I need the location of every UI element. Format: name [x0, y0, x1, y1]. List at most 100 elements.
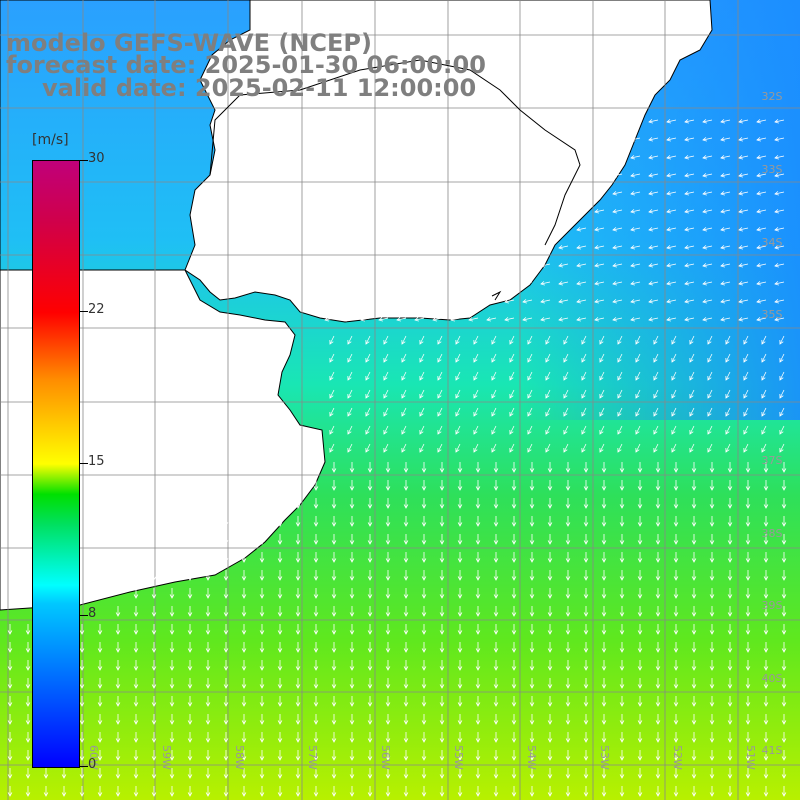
colorbar-tick-label: 30 — [88, 151, 105, 166]
wind-arrow — [727, 660, 733, 671]
wind-arrow — [97, 786, 103, 797]
wind-arrow — [583, 660, 589, 671]
wind-arrow — [707, 443, 713, 453]
wind-arrow — [691, 714, 697, 725]
coastline-rivers — [209, 59, 581, 301]
wind-arrow — [97, 624, 103, 635]
wind-arrow — [576, 155, 587, 160]
wind-arrow — [565, 552, 571, 563]
wind-arrow — [558, 227, 569, 232]
wind-arrow — [115, 660, 121, 671]
wind-arrow — [385, 498, 391, 509]
wind-arrow — [295, 660, 301, 671]
wind-arrow — [619, 534, 625, 545]
wind-arrow — [367, 462, 373, 473]
wind-arrow — [133, 750, 139, 761]
wind-arrow — [403, 606, 409, 617]
wind-arrow — [779, 425, 785, 435]
wind-arrow — [419, 407, 425, 417]
wind-arrow — [691, 534, 697, 545]
wind-arrow — [763, 714, 769, 725]
land-mass-south — [0, 0, 326, 611]
wind-arrow — [349, 552, 355, 563]
wind-arrow — [702, 281, 713, 286]
wind-arrow — [403, 516, 409, 527]
wind-arrow — [421, 624, 427, 635]
wind-arrow — [529, 516, 535, 527]
wind-arrow — [493, 570, 499, 581]
wind-arrow — [617, 353, 623, 363]
wind-arrow — [439, 750, 445, 761]
wind-arrow — [529, 570, 535, 581]
wind-arrow — [385, 732, 391, 743]
wind-arrow — [241, 516, 247, 527]
wind-arrow — [187, 714, 193, 725]
wind-arrow — [223, 750, 229, 761]
wind-arrow — [439, 624, 445, 635]
wind-arrow — [637, 696, 643, 707]
wind-arrow — [475, 534, 481, 545]
wind-arrow — [612, 209, 623, 214]
wind-arrow — [619, 552, 625, 563]
wind-arrow — [648, 281, 659, 286]
wind-arrow — [439, 552, 445, 563]
wind-arrow — [655, 696, 661, 707]
wind-arrow — [439, 516, 445, 527]
wind-arrow — [648, 119, 659, 124]
wind-arrow — [781, 624, 787, 635]
wind-arrow — [653, 407, 659, 417]
wind-arrow — [509, 389, 515, 399]
wind-arrow — [223, 678, 229, 689]
wind-arrow — [547, 768, 553, 779]
wind-arrow — [511, 768, 517, 779]
wind-arrow — [727, 498, 733, 509]
wind-arrow — [547, 552, 553, 563]
wind-arrow — [331, 660, 337, 671]
wind-arrow — [223, 624, 229, 635]
latitude-label: 33S — [762, 163, 783, 176]
wind-arrow — [511, 786, 517, 797]
wind-arrow — [475, 570, 481, 581]
wind-arrow — [630, 209, 641, 214]
wind-arrow — [295, 480, 301, 491]
wind-arrow — [367, 498, 373, 509]
wind-arrow — [781, 642, 787, 653]
wind-arrow — [583, 462, 589, 473]
wind-arrow — [133, 678, 139, 689]
wind-arrow — [720, 209, 731, 214]
longitude-label: 60W — [87, 745, 100, 770]
wind-arrow — [779, 443, 785, 453]
wind-arrow — [223, 552, 229, 563]
wind-arrow — [277, 642, 283, 653]
wind-arrow — [594, 299, 605, 304]
wind-arrow — [403, 696, 409, 707]
wind-arrow — [637, 714, 643, 725]
wind-arrow — [684, 299, 695, 304]
wind-arrow — [727, 642, 733, 653]
wind-arrow — [277, 732, 283, 743]
wind-arrow — [529, 606, 535, 617]
wind-arrow — [583, 642, 589, 653]
wind-arrow — [493, 678, 499, 689]
wind-arrow — [707, 425, 713, 435]
wind-arrow — [205, 624, 211, 635]
wind-arrow — [493, 552, 499, 563]
wind-arrow — [259, 606, 265, 617]
wind-arrow — [594, 191, 605, 196]
wind-arrow — [527, 443, 533, 453]
wind-arrow — [396, 317, 407, 322]
wind-arrow — [702, 209, 713, 214]
wind-arrow — [666, 137, 677, 142]
wind-arrow — [709, 714, 715, 725]
latitude-label: 35S — [762, 308, 783, 321]
wind-arrow — [689, 389, 695, 399]
wind-arrow — [223, 714, 229, 725]
wind-arrow — [115, 642, 121, 653]
wind-arrow — [617, 371, 623, 381]
wind-arrow — [223, 534, 229, 545]
wind-arrow — [259, 732, 265, 743]
wind-arrow — [720, 173, 731, 178]
wind-arrow — [329, 335, 335, 345]
wind-arrow — [349, 714, 355, 725]
wind-arrow — [365, 371, 371, 381]
